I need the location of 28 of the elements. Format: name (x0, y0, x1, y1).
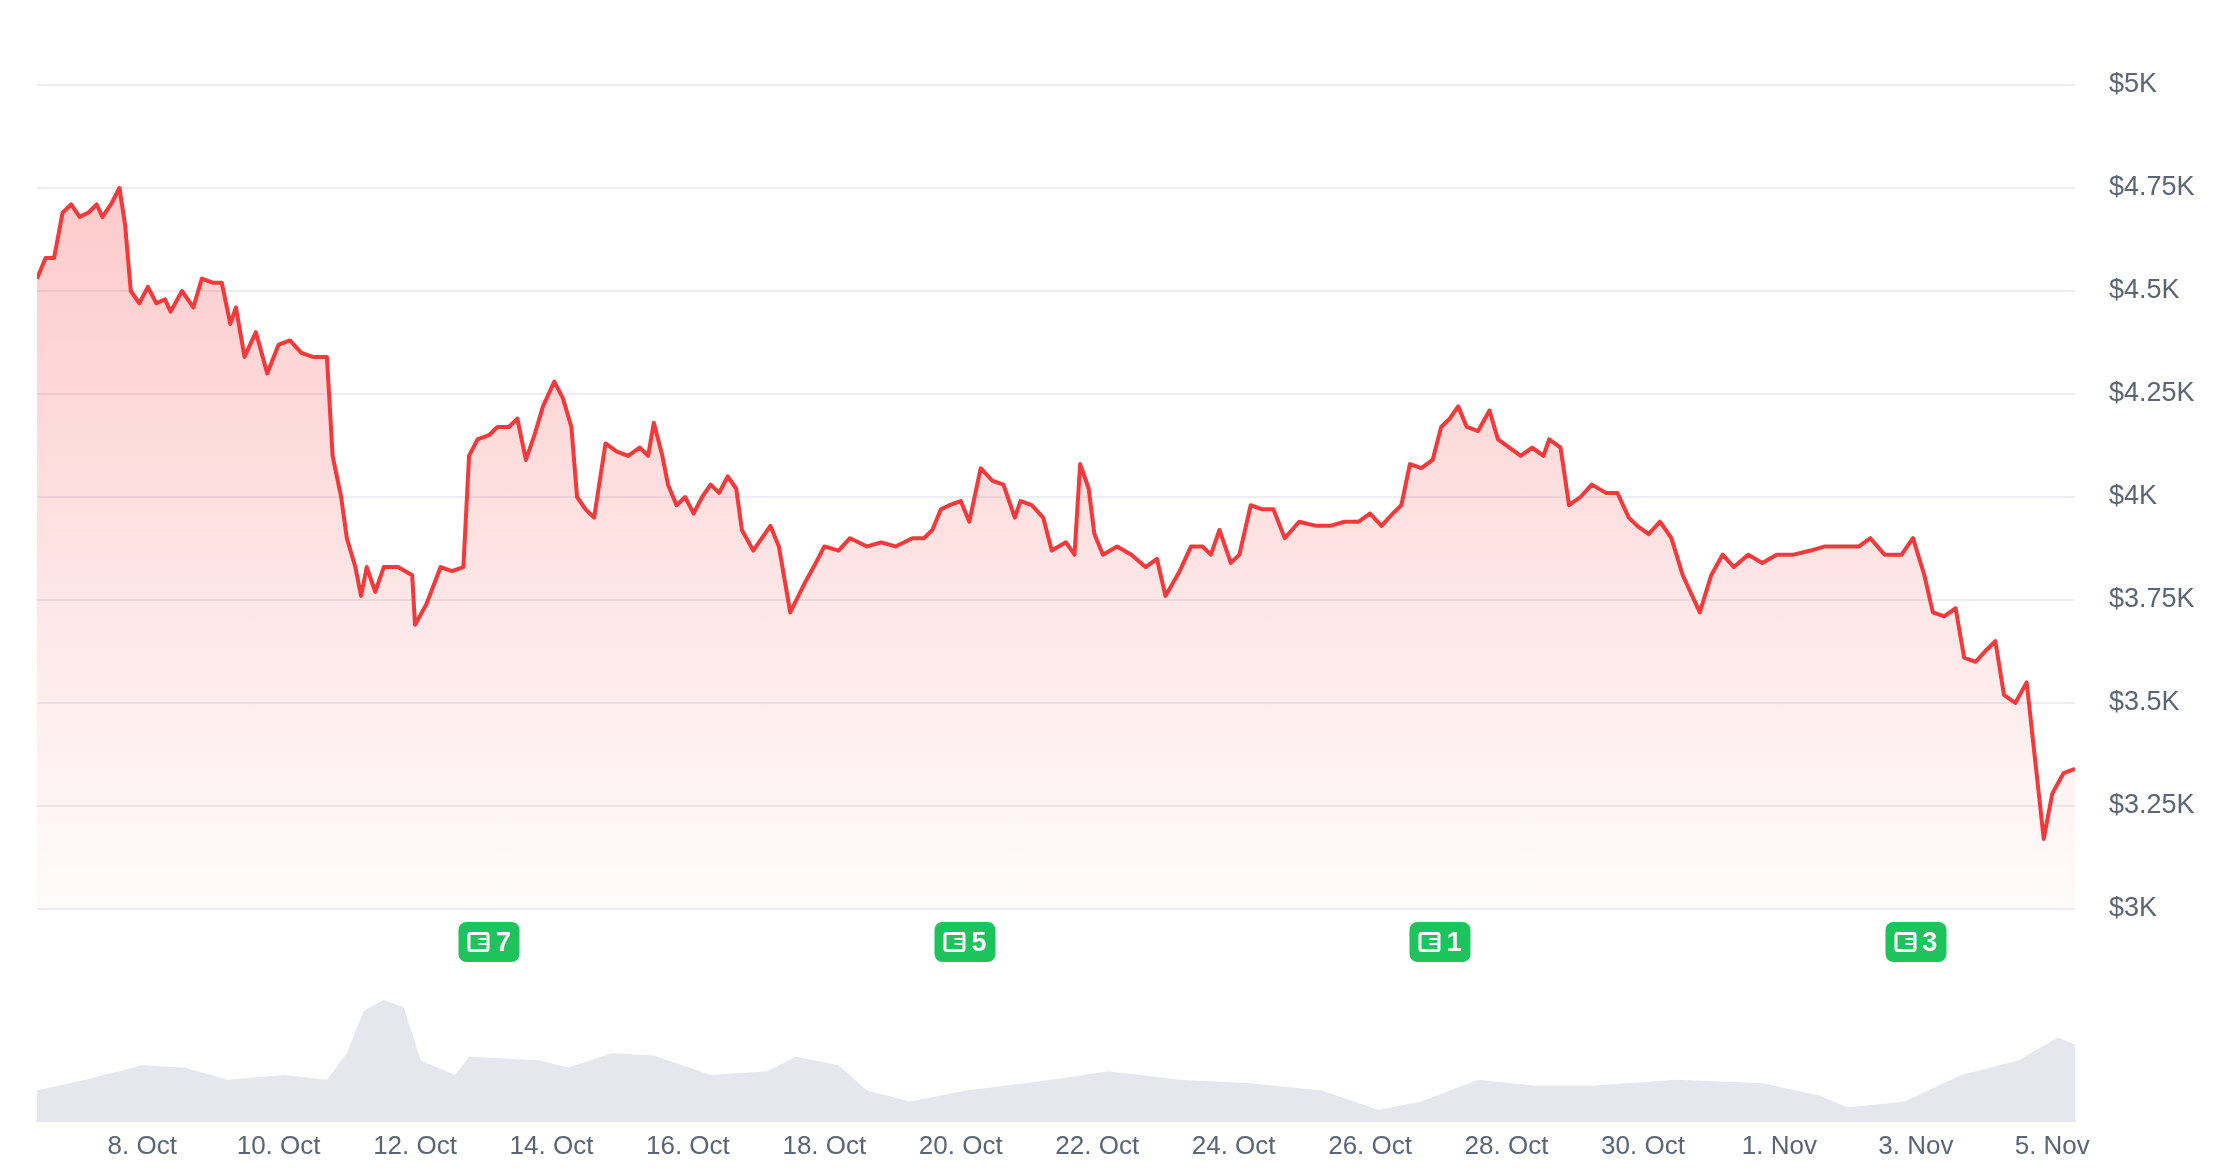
y-tick-label: $3.5K (2109, 686, 2180, 717)
x-tick-label: 16. Oct (646, 1129, 731, 1160)
x-tick-label: 20. Oct (918, 1129, 1004, 1160)
x-tick-label: 8. Oct (107, 1129, 178, 1160)
y-tick-label: $4.25K (2109, 377, 2195, 408)
x-tick-label: 28. Oct (1464, 1129, 1550, 1160)
y-tick-label: $3K (2109, 892, 2158, 923)
news-badge: 3 (1885, 922, 1947, 962)
news-badge: 5 (934, 922, 996, 962)
x-tick-label: 1. Nov (1741, 1129, 1817, 1160)
news-badge: 1 (1409, 922, 1471, 962)
y-tick-label: $5K (2109, 68, 2158, 99)
x-tick-label: 3. Nov (1878, 1129, 1954, 1160)
y-tick-label: $4.75K (2109, 171, 2195, 202)
x-tick-label: 26. Oct (1328, 1129, 1413, 1160)
x-tick-label: 10. Oct (236, 1129, 322, 1160)
y-tick-label: $3.75K (2109, 583, 2195, 614)
x-tick-label: 12. Oct (373, 1129, 458, 1160)
x-tick-label: 22. Oct (1055, 1129, 1140, 1160)
x-tick-label: 5. Nov (2014, 1129, 2090, 1160)
news-badge: 7 (458, 922, 520, 962)
y-tick-label: $4.5K (2109, 274, 2180, 305)
x-tick-label: 30. Oct (1601, 1129, 1686, 1160)
x-tick-label: 14. Oct (509, 1129, 595, 1160)
x-tick-label: 24. Oct (1191, 1129, 1277, 1160)
x-tick-label: 18. Oct (782, 1129, 868, 1160)
y-tick-label: $4K (2109, 480, 2158, 511)
y-tick-label: $3.25K (2109, 789, 2195, 820)
